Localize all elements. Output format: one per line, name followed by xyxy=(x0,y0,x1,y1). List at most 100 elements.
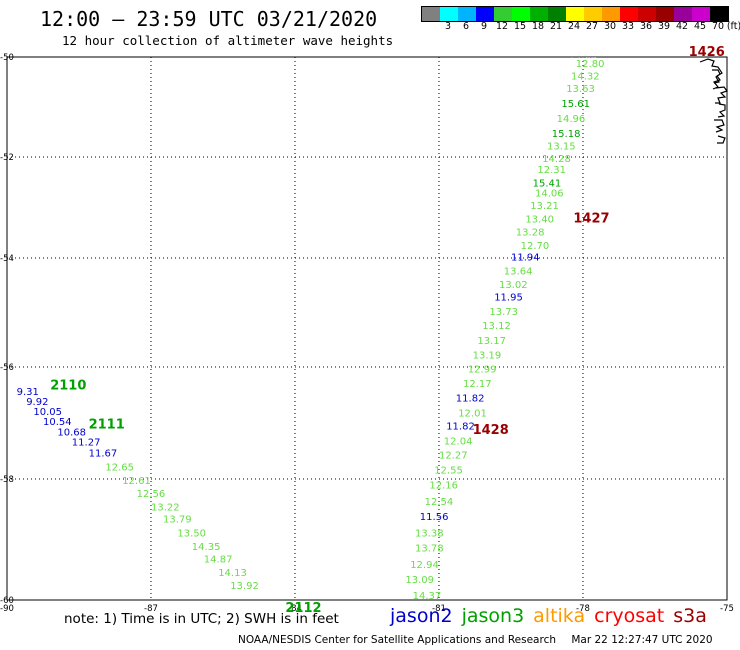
lon-tick-label: -81 xyxy=(432,604,446,614)
units-label: (ft) xyxy=(726,21,740,32)
legend-jason2: jason2 xyxy=(390,605,453,627)
color-swatch xyxy=(476,7,494,21)
track-east-value: 15.61 xyxy=(561,99,590,110)
color-swatch xyxy=(602,7,620,21)
page-subtitle: 12 hour collection of altimeter wave hei… xyxy=(62,33,394,48)
lon-tick-label: -84 xyxy=(288,604,302,614)
orbit-number: 1427 xyxy=(573,212,609,227)
track-east-value: 12.17 xyxy=(463,379,492,390)
color-scale-label: 21 xyxy=(549,21,563,32)
track-west-value: 11.67 xyxy=(89,449,118,460)
coastline xyxy=(714,119,725,133)
track-west-value: 14.35 xyxy=(192,542,221,553)
lon-tick-label: -78 xyxy=(576,604,590,614)
color-swatch xyxy=(638,7,656,21)
orbit-number: 1426 xyxy=(689,45,725,60)
track-east-value: 13.02 xyxy=(499,280,528,291)
lat-tick-label: -54 xyxy=(0,254,14,264)
color-scale-label: 42 xyxy=(675,21,689,32)
color-swatch xyxy=(440,7,458,21)
lat-tick-label: -52 xyxy=(0,153,14,163)
color-scale-label: 27 xyxy=(585,21,599,32)
satellite-legend: jason2 jason3 altika cryosat s3a xyxy=(390,605,716,627)
color-scale-label: 36 xyxy=(639,21,653,32)
track-east-value: 13.12 xyxy=(482,321,511,332)
legend-altika: altika xyxy=(533,605,586,627)
color-scale-label: 70 xyxy=(711,21,725,32)
lon-tick-label: -75 xyxy=(720,604,734,614)
page-title: 12:00 – 23:59 UTC 03/21/2020 xyxy=(40,7,378,31)
color-scale-label: 30 xyxy=(603,21,617,32)
color-swatch xyxy=(530,7,548,21)
track-west-value: 9.92 xyxy=(26,397,48,408)
legend-cryosat: cryosat xyxy=(594,605,665,627)
track-east-value: 13.64 xyxy=(504,266,533,277)
color-scale-label: 33 xyxy=(621,21,635,32)
track-east-value: 12.04 xyxy=(444,436,473,447)
coastline xyxy=(712,69,721,84)
legend-s3a: s3a xyxy=(673,605,707,627)
lat-tick-label: -58 xyxy=(0,475,14,485)
track-west-value: 10.68 xyxy=(57,427,86,438)
track-east-value: 13.78 xyxy=(415,544,444,555)
track-west-value: 12.61 xyxy=(122,476,151,487)
color-swatch xyxy=(656,7,674,21)
track-west-value: 12.65 xyxy=(105,463,134,474)
color-scale-label: 18 xyxy=(531,21,545,32)
track-east-value: 12.27 xyxy=(439,450,468,461)
lon-tick-label: -90 xyxy=(0,604,14,614)
lat-tick-label: -50 xyxy=(0,53,14,63)
track-west-value: 13.79 xyxy=(163,515,192,526)
footer-timestamp: Mar 22 12:27:47 UTC 2020 xyxy=(571,634,713,646)
track-west-value: 13.22 xyxy=(151,502,180,513)
color-swatch xyxy=(512,7,530,21)
track-east-value: 11.56 xyxy=(420,512,449,523)
track-east-value: 12.55 xyxy=(434,465,463,476)
track-east-value: 13.09 xyxy=(405,575,434,586)
track-east-value: 13.28 xyxy=(516,227,545,238)
color-swatch xyxy=(620,7,638,21)
orbit-number: 2110 xyxy=(50,378,86,393)
track-east-value: 12.80 xyxy=(576,59,605,70)
coastline xyxy=(715,86,728,104)
color-swatch xyxy=(584,7,602,21)
track-east-value: 12.70 xyxy=(521,241,550,252)
color-swatch xyxy=(566,7,584,21)
track-east-value: 14.32 xyxy=(571,72,600,83)
track-east-value: 11.82 xyxy=(446,422,475,433)
orbit-number: 1428 xyxy=(473,423,509,438)
units-note: note: 1) Time is in UTC; 2) SWH is in fe… xyxy=(64,611,339,627)
color-swatch xyxy=(692,7,710,21)
track-west-value: 14.87 xyxy=(204,554,233,565)
track-east-value: 13.73 xyxy=(489,307,518,318)
color-swatch xyxy=(674,7,692,21)
track-east-value: 14.63 xyxy=(569,50,598,61)
track-east-value: 14.06 xyxy=(535,188,564,199)
color-scale-label: 24 xyxy=(567,21,581,32)
track-east-value: 11.94 xyxy=(511,253,540,264)
track-west-value: 11.27 xyxy=(72,437,101,448)
track-east-value: 12.16 xyxy=(429,481,458,492)
coastline xyxy=(699,58,723,90)
track-east-value: 12.01 xyxy=(458,408,487,419)
track-east-value: 12.54 xyxy=(425,497,454,508)
color-scale-label: 3 xyxy=(444,21,452,32)
color-swatch xyxy=(548,7,566,21)
track-west-value: 12.56 xyxy=(137,489,166,500)
track-west-value: 10.05 xyxy=(33,407,62,418)
track-east-value: 11.82 xyxy=(456,394,485,405)
color-swatch xyxy=(458,7,476,21)
track-west-value: 14.13 xyxy=(218,568,247,579)
coastline xyxy=(717,135,726,144)
track-east-value: 13.21 xyxy=(530,201,559,212)
orbit-number: 2111 xyxy=(89,418,125,433)
color-scale-bar xyxy=(421,6,729,22)
color-scale-label: 15 xyxy=(513,21,527,32)
orbit-number: 2112 xyxy=(285,601,321,616)
track-east-value: 11.95 xyxy=(494,293,523,304)
track-east-value: 13.17 xyxy=(477,336,506,347)
color-scale-labels: 3 6 9 12 15 18 21 24 27 30 33 36 39 42 45 70 (ft) xyxy=(421,21,740,33)
track-east-value: 13.40 xyxy=(525,215,554,226)
color-scale-label: 6 xyxy=(462,21,470,32)
